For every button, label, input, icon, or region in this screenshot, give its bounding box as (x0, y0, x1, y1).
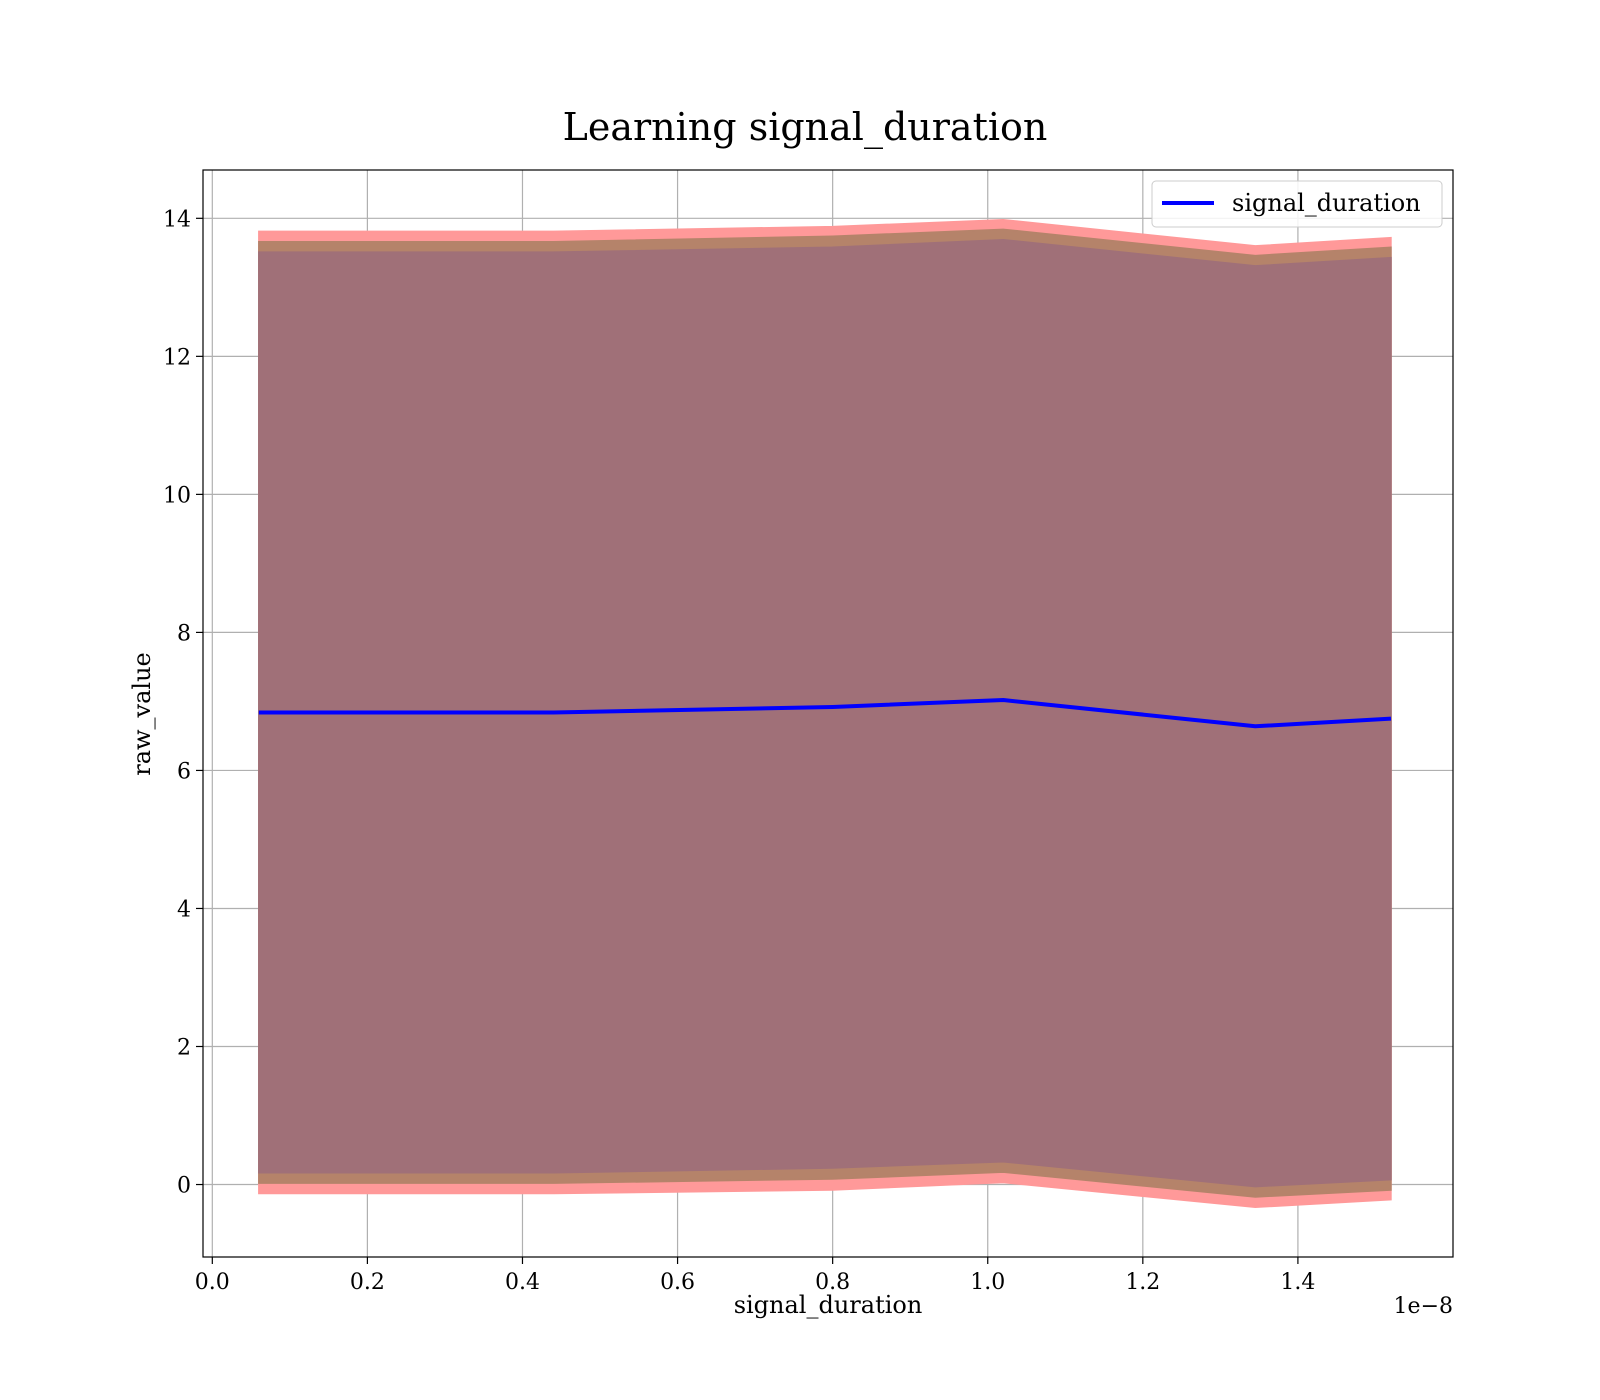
confidence-bands (258, 218, 1392, 1209)
y-tick-label: 2 (177, 1036, 191, 1061)
x-axis-ticks: 0.0 0.2 0.4 0.6 0.8 1.0 1.2 1.4 (195, 1257, 1315, 1295)
y-tick-label: 8 (177, 621, 191, 646)
y-axis-ticks: 0 2 4 6 8 10 12 14 (163, 207, 203, 1199)
series-lines (258, 698, 1392, 729)
x-tick-label: 0.2 (350, 1270, 385, 1295)
legend-label: signal_duration (1232, 189, 1421, 217)
x-tick-label: 0.0 (195, 1270, 230, 1295)
plot-frame (202, 169, 1454, 1258)
y-tick-label: 6 (177, 759, 191, 784)
x-axis-title: signal_duration (734, 1291, 923, 1319)
y-tick-label: 14 (163, 207, 191, 232)
x-tick-label: 0.8 (815, 1270, 850, 1295)
x-tick-label: 1.0 (970, 1270, 1005, 1295)
x-axis-offset-label: 1e−8 (1394, 1294, 1453, 1319)
y-axis-title: raw_value (128, 652, 156, 776)
legend-box (1151, 180, 1443, 228)
confidence-band-2 (258, 238, 1392, 1188)
series-line-0 (258, 698, 1392, 729)
y-tick-label: 0 (177, 1174, 191, 1199)
x-tick-label: 0.4 (505, 1270, 540, 1295)
legend: signal_duration (1151, 180, 1443, 228)
x-tick-label: 0.6 (660, 1270, 695, 1295)
chart-title: Learning signal_duration (563, 105, 1048, 150)
x-tick-label: 1.2 (1125, 1270, 1160, 1295)
x-tick-label: 1.4 (1280, 1270, 1315, 1295)
y-tick-label: 12 (163, 345, 191, 370)
y-tick-label: 10 (163, 483, 191, 508)
y-tick-label: 4 (177, 897, 191, 922)
